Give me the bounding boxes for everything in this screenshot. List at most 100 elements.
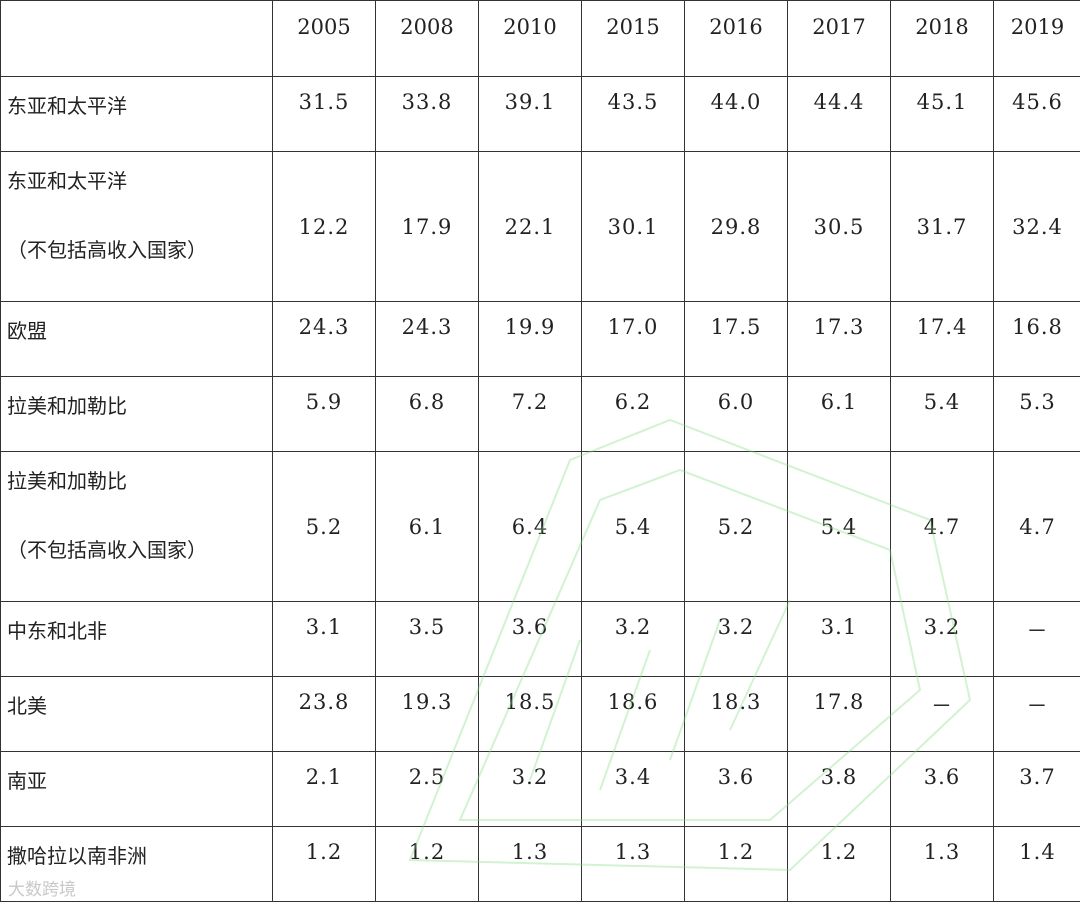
row-label-text: 欧盟 — [7, 319, 47, 343]
value-cell: 3.6 — [684, 751, 788, 827]
value-cell: 5.2 — [272, 451, 376, 602]
value-cell: 17.0 — [581, 301, 685, 377]
value-cell: 1.4 — [993, 826, 1080, 902]
row-label: 北美 — [0, 676, 273, 752]
header-row: 2005 2008 2010 2015 2016 2017 2018 2019 — [0, 0, 1080, 77]
value-cell: 5.9 — [272, 376, 376, 452]
value-cell: 1.2 — [684, 826, 788, 902]
value-cell: 6.8 — [375, 376, 479, 452]
value-cell: 24.3 — [272, 301, 376, 377]
value-cell: 1.2 — [375, 826, 479, 902]
value-cell: 1.3 — [581, 826, 685, 902]
value-cell: 39.1 — [478, 76, 582, 152]
row-label: 欧盟 — [0, 301, 273, 377]
value-cell: 4.7 — [890, 451, 994, 602]
value-cell: 2.5 — [375, 751, 479, 827]
value-cell: 3.6 — [478, 601, 582, 677]
row-label-subtext: （不包括高收入国家） — [7, 238, 207, 262]
value-cell: 5.2 — [684, 451, 788, 602]
value-cell: 43.5 — [581, 76, 685, 152]
table-row: 撒哈拉以南非洲 1.2 1.2 1.3 1.3 1.2 1.2 1.3 1.4 — [0, 826, 1080, 902]
value-cell: 3.1 — [787, 601, 891, 677]
value-cell: 33.8 — [375, 76, 479, 152]
value-cell: 2.1 — [272, 751, 376, 827]
value-cell: 6.1 — [375, 451, 479, 602]
table-row: 中东和北非 3.1 3.5 3.6 3.2 3.2 3.1 3.2 － — [0, 601, 1080, 677]
row-label: 中东和北非 — [0, 601, 273, 677]
value-cell: 24.3 — [375, 301, 479, 377]
year-header: 2010 — [478, 0, 582, 77]
value-cell: 18.6 — [581, 676, 685, 752]
value-cell: － — [890, 676, 994, 752]
value-cell: 1.2 — [787, 826, 891, 902]
row-label: 南亚 — [0, 751, 273, 827]
table-row: 南亚 2.1 2.5 3.2 3.4 3.6 3.8 3.6 3.7 — [0, 751, 1080, 827]
value-cell: 29.8 — [684, 151, 788, 302]
value-cell: 1.3 — [890, 826, 994, 902]
year-header: 2015 — [581, 0, 685, 77]
value-cell: 17.3 — [787, 301, 891, 377]
value-cell: 18.3 — [684, 676, 788, 752]
table-row: 北美 23.8 19.3 18.5 18.6 18.3 17.8 －－ — [0, 676, 1080, 752]
row-label-text: 东亚和太平洋 — [7, 94, 127, 118]
value-cell: 3.2 — [478, 751, 582, 827]
value-cell: 22.1 — [478, 151, 582, 302]
value-cell: 3.7 — [993, 751, 1080, 827]
value-cell: 6.4 — [478, 451, 582, 602]
value-cell: 17.8 — [787, 676, 891, 752]
value-cell: － — [993, 676, 1080, 752]
value-cell: 30.1 — [581, 151, 685, 302]
value-cell: 4.7 — [993, 451, 1080, 602]
value-cell: 18.5 — [478, 676, 582, 752]
row-label-text: 东亚和太平洋 — [7, 169, 127, 193]
value-cell: 1.2 — [272, 826, 376, 902]
table-row: 东亚和太平洋 31.5 33.8 39.1 43.5 44.0 44.4 45.1 45.6 — [0, 76, 1080, 152]
row-label: 东亚和太平洋 — [0, 76, 273, 152]
value-cell: 7.2 — [478, 376, 582, 452]
row-label: 拉美和加勒比 — [0, 376, 273, 452]
value-cell: 31.5 — [272, 76, 376, 152]
value-cell: 5.3 — [993, 376, 1080, 452]
value-cell: 17.5 — [684, 301, 788, 377]
year-header: 2005 — [272, 0, 376, 77]
value-cell: 17.4 — [890, 301, 994, 377]
row-label-text: 中东和北非 — [7, 619, 107, 643]
value-cell: 12.2 — [272, 151, 376, 302]
year-header: 2018 — [890, 0, 994, 77]
value-cell: 3.2 — [684, 601, 788, 677]
value-cell: 3.8 — [787, 751, 891, 827]
value-cell: 16.8 — [993, 301, 1080, 377]
watermark-text: 大数跨境 — [8, 880, 76, 900]
year-header: 2017 — [787, 0, 891, 77]
value-cell: 32.4 — [993, 151, 1080, 302]
row-label: 撒哈拉以南非洲 — [0, 826, 273, 902]
value-cell: 3.1 — [272, 601, 376, 677]
value-cell: 45.6 — [993, 76, 1080, 152]
row-label: 东亚和太平洋 （不包括高收入国家） — [0, 151, 273, 302]
year-header: 2008 — [375, 0, 479, 77]
value-cell: 6.2 — [581, 376, 685, 452]
value-cell: 3.5 — [375, 601, 479, 677]
value-cell: 44.0 — [684, 76, 788, 152]
table-row: 拉美和加勒比 （不包括高收入国家） 5.2 6.1 6.4 5.4 5.2 5.4 4.7 4.7 — [0, 451, 1080, 602]
value-cell: 3.2 — [890, 601, 994, 677]
row-label-text: 拉美和加勒比 — [7, 469, 127, 493]
corner-cell — [0, 0, 273, 77]
year-header: 2019 — [993, 0, 1080, 77]
value-cell: 31.7 — [890, 151, 994, 302]
value-cell: 1.3 — [478, 826, 582, 902]
row-label-subtext: （不包括高收入国家） — [7, 538, 207, 562]
value-cell: 5.4 — [890, 376, 994, 452]
table-row: 欧盟 24.3 24.3 19.9 17.0 17.5 17.3 17.4 16.8 — [0, 301, 1080, 377]
value-cell: 45.1 — [890, 76, 994, 152]
value-cell: 5.4 — [581, 451, 685, 602]
value-cell: 6.1 — [787, 376, 891, 452]
year-header: 2016 — [684, 0, 788, 77]
value-cell: 30.5 — [787, 151, 891, 302]
value-cell: 17.9 — [375, 151, 479, 302]
value-cell: 3.6 — [890, 751, 994, 827]
row-label-text: 撒哈拉以南非洲 — [7, 844, 147, 868]
value-cell: － — [993, 601, 1080, 677]
row-label-text: 北美 — [7, 694, 47, 718]
